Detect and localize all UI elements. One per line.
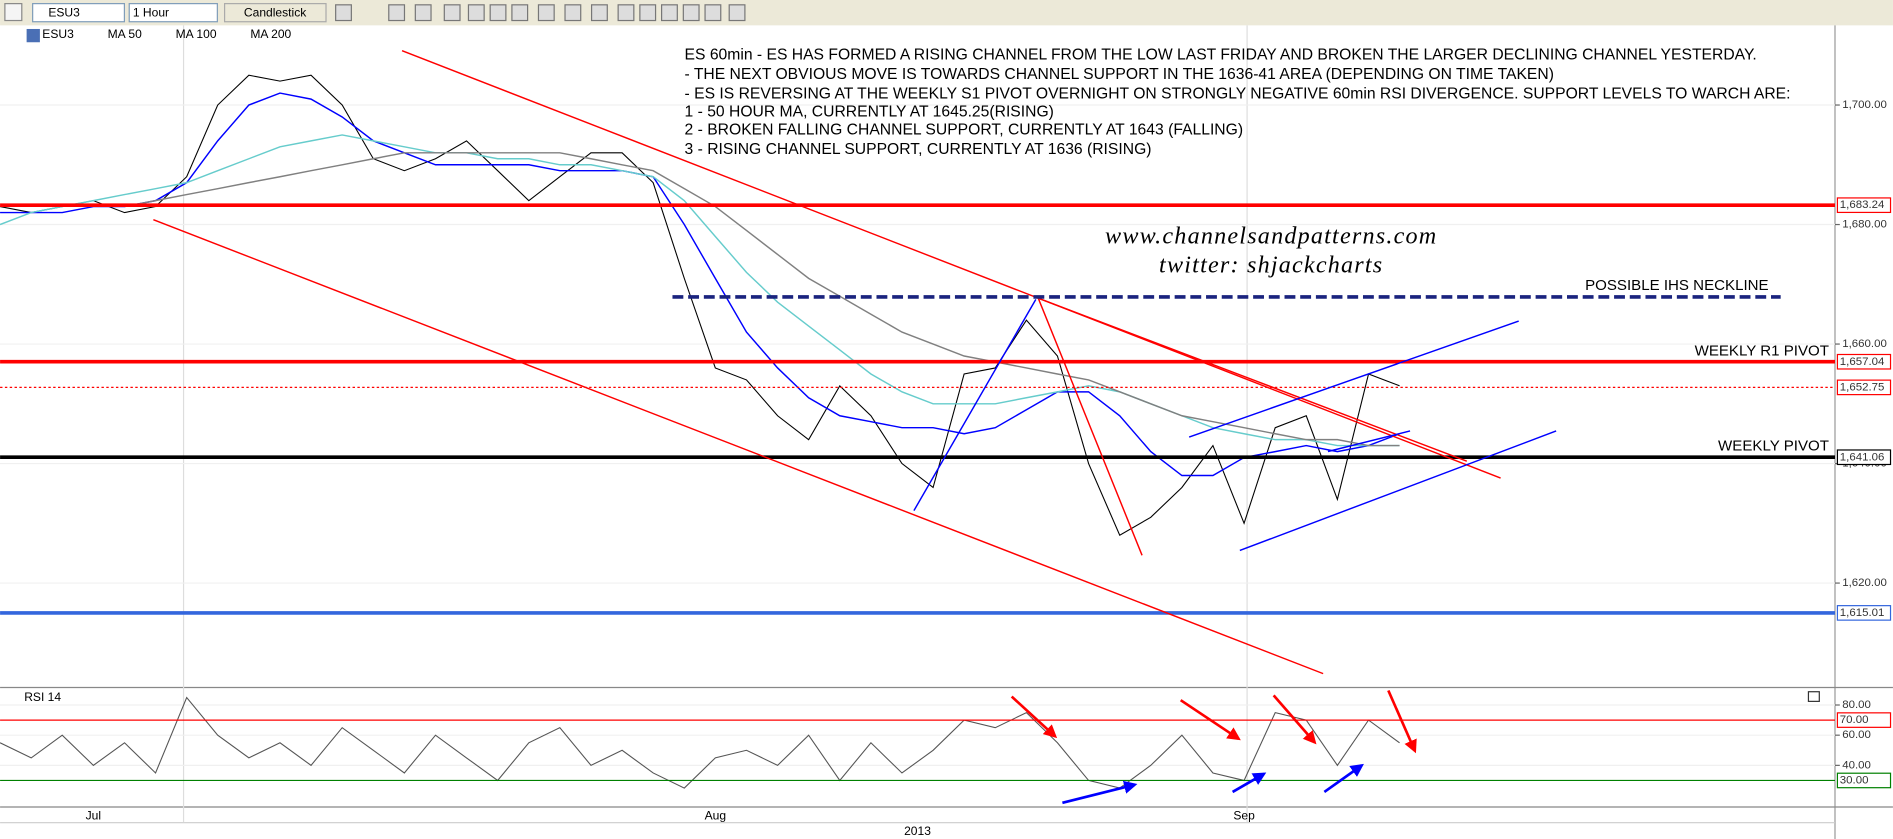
level-tag-label: 1,657.04 <box>1840 356 1885 368</box>
x-tick-label: Aug <box>705 808 726 822</box>
level-tag <box>1836 772 1892 789</box>
y-tick-label: 1,700.00 <box>1842 99 1887 111</box>
maximize-button[interactable] <box>1807 691 1820 702</box>
note: - THE NEXT OBVIOUS MOVE IS TOWARDS CHANN… <box>685 66 1554 83</box>
level-tag-label: 1,641.06 <box>1840 451 1885 463</box>
neckline-label: POSSIBLE IHS NECKLINE <box>1585 277 1769 294</box>
chart-style: Candlestick <box>244 5 307 19</box>
interval-box[interactable] <box>128 3 218 23</box>
y-tick-label: 1,620.00 <box>1842 577 1887 589</box>
legend-entry: ESU3 <box>42 27 74 41</box>
level-tag <box>1836 353 1892 370</box>
y-tick-label: 40.00 <box>1842 759 1871 771</box>
legend-entry: MA 200 <box>250 27 291 41</box>
y-tick-label: 1,660.00 <box>1842 338 1887 350</box>
series-line <box>0 92 1400 477</box>
rsi-arrows <box>1010 689 1417 805</box>
level-tag-label: 1,615.01 <box>1840 607 1885 619</box>
style-box[interactable] <box>223 3 327 23</box>
symbol-box[interactable] <box>32 3 126 23</box>
series-line <box>0 134 1400 447</box>
level-tag <box>1836 449 1892 466</box>
legend-entry: RSI 14 <box>24 690 61 704</box>
level-tag <box>1836 197 1892 214</box>
price-plot: 1,700.001,680.001,660.001,640.001,620.00… <box>0 74 1892 789</box>
twitter: twitter: shjackcharts <box>1159 251 1383 278</box>
y-tick-label: 80.00 <box>1842 699 1871 711</box>
interval: 1 Hour <box>133 5 169 19</box>
menu-button[interactable] <box>4 3 23 22</box>
legend-entry: MA 50 <box>108 27 142 41</box>
note: ES 60min - ES HAS FORMED A RISING CHANNE… <box>685 47 1757 64</box>
y-tick-label: 1,680.00 <box>1842 219 1887 231</box>
symbol-icon <box>26 28 40 43</box>
year-label: 2013 <box>904 824 931 838</box>
symbol: ESU3 <box>48 5 80 19</box>
level-tag-label: 70.00 <box>1840 714 1869 726</box>
series-line <box>124 152 1400 447</box>
series-line <box>0 696 1400 789</box>
y-tick-label: 60.00 <box>1842 729 1871 741</box>
level-tag-label: 1,652.75 <box>1840 381 1885 393</box>
level-tag-label: 30.00 <box>1840 774 1869 786</box>
note: 2 - BROKEN FALLING CHANNEL SUPPORT, CURR… <box>685 122 1244 139</box>
note: 1 - 50 HOUR MA, CURRENTLY AT 1645.25(RIS… <box>685 103 1054 120</box>
level-tag <box>1836 712 1892 728</box>
level-tag <box>1836 379 1892 396</box>
x-tick-label: Sep <box>1233 808 1255 822</box>
note: - ES IS REVERSING AT THE WEEKLY S1 PIVOT… <box>685 85 1791 102</box>
x-tick-label: Jul <box>86 808 101 822</box>
level-tag <box>1836 605 1892 621</box>
series-line <box>0 74 1400 537</box>
r1-pivot-label: WEEKLY R1 PIVOT <box>1695 342 1829 359</box>
legend-entry: MA 100 <box>176 27 217 41</box>
level-tag-label: 1,683.24 <box>1840 199 1885 211</box>
pivot-label: WEEKLY PIVOT <box>1718 438 1829 455</box>
note: 3 - RISING CHANNEL SUPPORT, CURRENTLY AT… <box>685 141 1152 158</box>
toolbar-icons <box>335 4 746 22</box>
website: www.channelsandpatterns.com <box>1105 222 1437 249</box>
trend-lines <box>153 50 1781 675</box>
